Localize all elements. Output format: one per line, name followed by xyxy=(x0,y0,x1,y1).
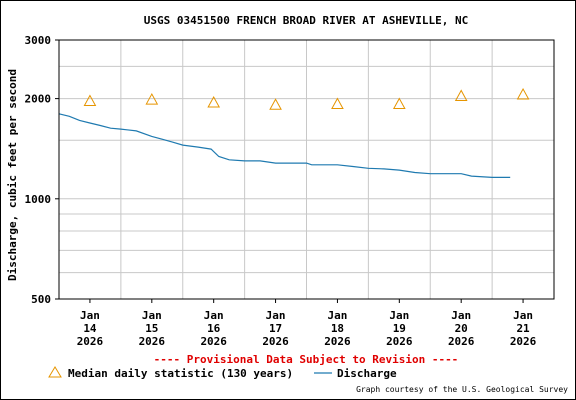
x-tick-day: 17 xyxy=(269,322,282,335)
median-triangle-marker xyxy=(516,88,530,100)
legend-median-label: Median daily statistic (130 years) xyxy=(68,367,293,380)
x-tick-month: Jan xyxy=(204,309,224,322)
legend: Median daily statistic (130 years) Disch… xyxy=(48,366,397,380)
x-tick-month: Jan xyxy=(328,309,348,322)
chart-title: USGS 03451500 FRENCH BROAD RIVER AT ASHE… xyxy=(144,14,469,27)
x-tick-year: 2026 xyxy=(448,335,475,348)
x-tick-day: 20 xyxy=(455,322,468,335)
x-tick-month: Jan xyxy=(513,309,533,322)
x-tick-year: 2026 xyxy=(139,335,166,348)
grid xyxy=(59,40,554,299)
y-axis-ticks: 3000 2000 1000 500 xyxy=(25,34,59,306)
x-tick-day: 21 xyxy=(516,322,530,335)
credit-text: Graph courtesy of the U.S. Geological Su… xyxy=(356,385,568,394)
series-layer xyxy=(58,88,530,178)
median-triangle-marker xyxy=(392,97,406,110)
x-tick-month: Jan xyxy=(266,309,286,322)
x-tick-day: 18 xyxy=(331,322,344,335)
x-tick-month: Jan xyxy=(451,309,471,322)
x-tick-year: 2026 xyxy=(262,335,289,348)
y-tick-label: 2000 xyxy=(25,93,52,106)
median-triangle-marker xyxy=(145,93,159,105)
legend-discharge-label: Discharge xyxy=(337,367,397,380)
median-triangle-marker xyxy=(269,98,282,110)
x-tick-day: 16 xyxy=(207,322,221,335)
discharge-line xyxy=(58,113,511,178)
y-tick-label: 500 xyxy=(31,293,51,306)
y-axis-label: Discharge, cubic feet per second xyxy=(6,69,19,281)
x-axis-ticks: Jan142026Jan152026Jan162026Jan172026Jan1… xyxy=(77,299,537,348)
y-tick-label: 3000 xyxy=(25,34,52,47)
x-tick-day: 19 xyxy=(393,322,406,335)
median-triangle-marker xyxy=(83,94,97,107)
x-tick-year: 2026 xyxy=(324,335,351,348)
x-tick-year: 2026 xyxy=(77,335,104,348)
plot-area xyxy=(58,39,555,300)
median-triangle-marker xyxy=(454,89,468,101)
x-tick-day: 15 xyxy=(145,322,158,335)
x-tick-year: 2026 xyxy=(510,335,537,348)
median-triangle-marker xyxy=(331,97,344,110)
x-tick-month: Jan xyxy=(142,309,162,322)
x-tick-month: Jan xyxy=(389,309,409,322)
median-triangle-marker xyxy=(207,95,221,108)
legend-triangle-icon xyxy=(48,366,62,378)
x-tick-day: 14 xyxy=(83,322,97,335)
provisional-notice: ---- Provisional Data Subject to Revisio… xyxy=(154,353,459,366)
x-tick-year: 2026 xyxy=(386,335,413,348)
y-tick-label: 1000 xyxy=(25,193,52,206)
x-tick-year: 2026 xyxy=(200,335,227,348)
x-tick-month: Jan xyxy=(80,309,100,322)
